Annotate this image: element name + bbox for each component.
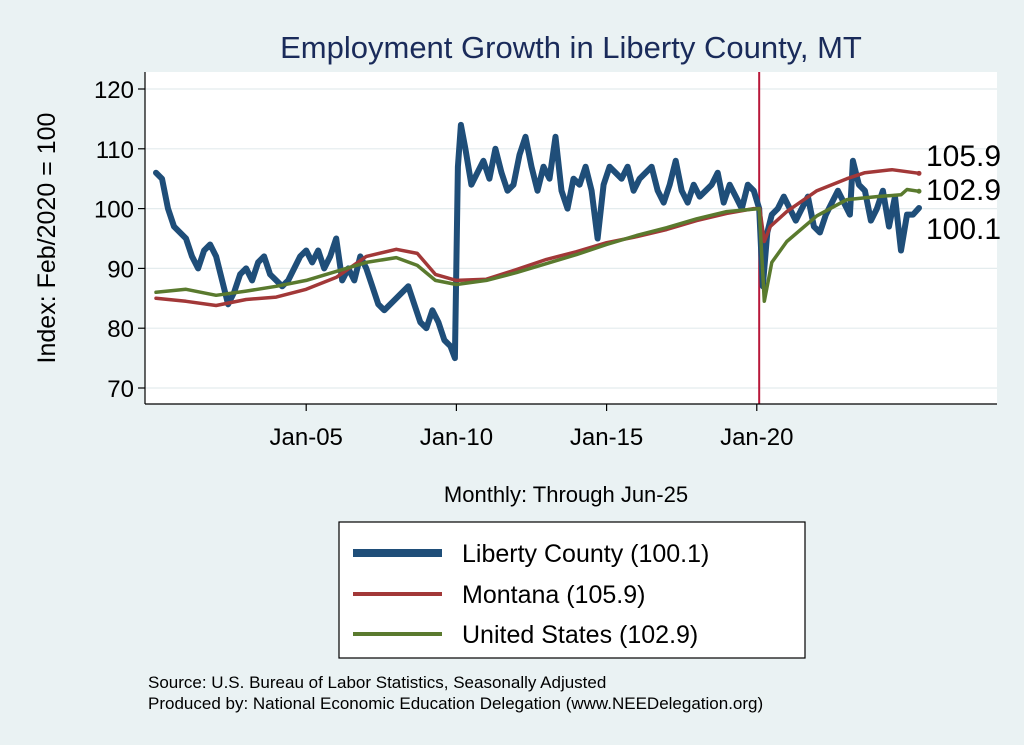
series-line-liberty-county (153, 121, 922, 362)
legend-label: Montana (105.9) (462, 581, 645, 609)
x-axis-label: Monthly: Through Jun-25 (444, 482, 688, 507)
plot-area (145, 72, 997, 404)
series-end-point (916, 188, 922, 194)
y-axis-label: Index: Feb/2020 = 100 (33, 113, 61, 364)
series-end-point (916, 170, 922, 176)
end-label-liberty-county: 100.1 (926, 213, 1001, 246)
y-tick-label: 70 (107, 376, 134, 403)
y-tick-label: 120 (94, 77, 134, 104)
x-tick-label: Jan-10 (420, 424, 493, 451)
x-tick-label: Jan-15 (570, 424, 643, 451)
y-tick-label: 90 (107, 256, 134, 283)
y-tick-label: 110 (96, 137, 134, 164)
x-tick-label: Jan-05 (270, 424, 343, 451)
legend-label: United States (102.9) (462, 621, 698, 649)
series-line-united-states (154, 187, 921, 304)
series-line-montana (154, 167, 921, 308)
y-tick-label: 80 (107, 316, 134, 343)
legend-label: Liberty County (100.1) (462, 540, 709, 568)
chart-title: Employment Growth in Liberty County, MT (280, 30, 862, 65)
end-label-montana: 105.9 (926, 140, 1001, 173)
source-note: Source: U.S. Bureau of Labor Statistics,… (148, 673, 606, 692)
produced-by-note: Produced by: National Economic Education… (148, 694, 763, 713)
x-tick-label: Jan-20 (720, 424, 793, 451)
y-tick-label: 100 (94, 197, 134, 224)
end-label-united-states: 102.9 (926, 174, 1001, 207)
